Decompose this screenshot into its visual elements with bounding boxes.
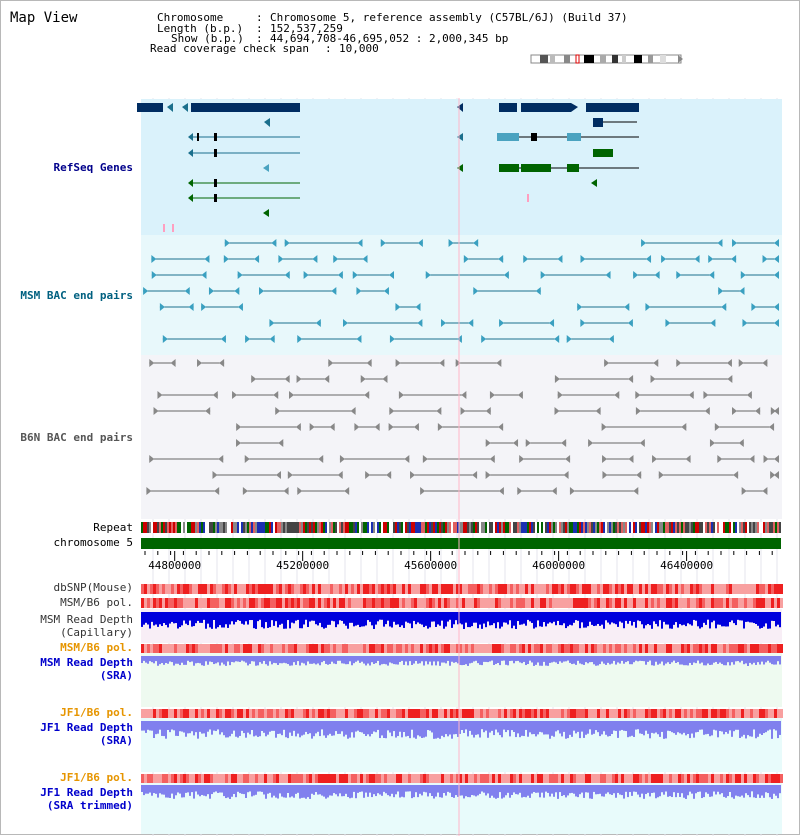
chromosome-bar[interactable] [141, 538, 781, 549]
show-value: 44,694,708-46,695,052 : 2,000,345 bp [270, 32, 509, 45]
length-key: Length (b.p.) [157, 22, 244, 35]
msm-depth-sra-label-2: (SRA) [99, 669, 133, 682]
msm-bac-features[interactable] [143, 239, 779, 343]
axis-tick-label-4: 46400000 [660, 559, 713, 572]
page-title: Map View [10, 10, 78, 26]
chromosome-key: Chromosome [157, 11, 224, 24]
jf1-read-depth-sra-track[interactable] [141, 721, 781, 739]
msm-depth-sra-label-1: MSM Read Depth [40, 656, 133, 669]
msm-depth-cap-label-1: MSM Read Depth [40, 613, 133, 626]
chromosome-sep: : [256, 11, 263, 24]
msm-read-depth-capillary-track[interactable] [141, 612, 781, 629]
msm-b6-pol-track-2[interactable] [141, 644, 783, 653]
coordinate-axis: 44800000 45200000 45600000 46000000 46400000 [144, 551, 773, 572]
jf1-b6-pol-track-1[interactable] [141, 709, 783, 718]
msm-bac-track-bg [141, 235, 782, 355]
repeat-label: Repeat [93, 521, 133, 534]
jf1-depth-sra-label-2: (SRA) [99, 734, 133, 747]
length-value: 152,537,259 [270, 22, 343, 35]
refseq-genes-label[interactable]: RefSeq Genes [53, 161, 133, 174]
jf1-depth-trim-label-1: JF1 Read Depth [40, 786, 133, 799]
dbsnp-label: dbSNP(Mouse) [53, 581, 133, 594]
coverage-key: Read coverage check span [150, 42, 309, 55]
msm-b6-pol-label-1: MSM/B6 pol. [60, 596, 133, 609]
axis-tick-label-0: 44800000 [148, 559, 201, 572]
jf1-b6-pol-track-2[interactable] [141, 774, 783, 783]
jf1-depth-trim-label-2: (SRA trimmed) [46, 799, 133, 812]
msm-bac-label[interactable]: MSM BAC end pairs [20, 289, 133, 302]
repeat-track[interactable] [141, 522, 781, 533]
show-key: Show (b.p.) [171, 32, 244, 45]
dbsnp-track[interactable] [141, 584, 783, 594]
b6n-bac-features[interactable] [146, 359, 779, 495]
refseq-features[interactable] [137, 103, 639, 232]
jf1-read-depth-sra-trimmed-track[interactable] [141, 785, 781, 799]
axis-tick-label-2: 45600000 [404, 559, 457, 572]
msm-depth-cap-label-2: (Capillary) [60, 626, 133, 639]
length-sep: : [256, 22, 263, 35]
chromosome-ideogram[interactable] [530, 54, 684, 64]
jf1-b6-pol-label-1: JF1/B6 pol. [60, 706, 133, 719]
jf1-depth-sra-label-1: JF1 Read Depth [40, 721, 133, 734]
coverage-sep: : [325, 42, 332, 55]
show-sep: : [256, 32, 263, 45]
header-panel: Map View Chromosome : Chromosome 5, refe… [1, 1, 800, 98]
msm-b6-pol-label-2: MSM/B6 pol. [60, 641, 133, 654]
chromosome-value: Chromosome 5, reference assembly (C57BL/… [270, 11, 628, 24]
msm-read-depth-sra-track[interactable] [141, 656, 781, 666]
jf1-b6-pol-label-2: JF1/B6 pol. [60, 771, 133, 784]
coverage-value: 10,000 [339, 42, 379, 55]
axis-tick-label-3: 46000000 [532, 559, 585, 572]
b6n-bac-track-bg [141, 355, 782, 519]
b6n-bac-label[interactable]: B6N BAC end pairs [20, 431, 133, 444]
axis-tick-label-1: 45200000 [276, 559, 329, 572]
chromosome-label: chromosome 5 [53, 536, 133, 549]
msm-b6-pol-track-1[interactable] [141, 598, 783, 608]
